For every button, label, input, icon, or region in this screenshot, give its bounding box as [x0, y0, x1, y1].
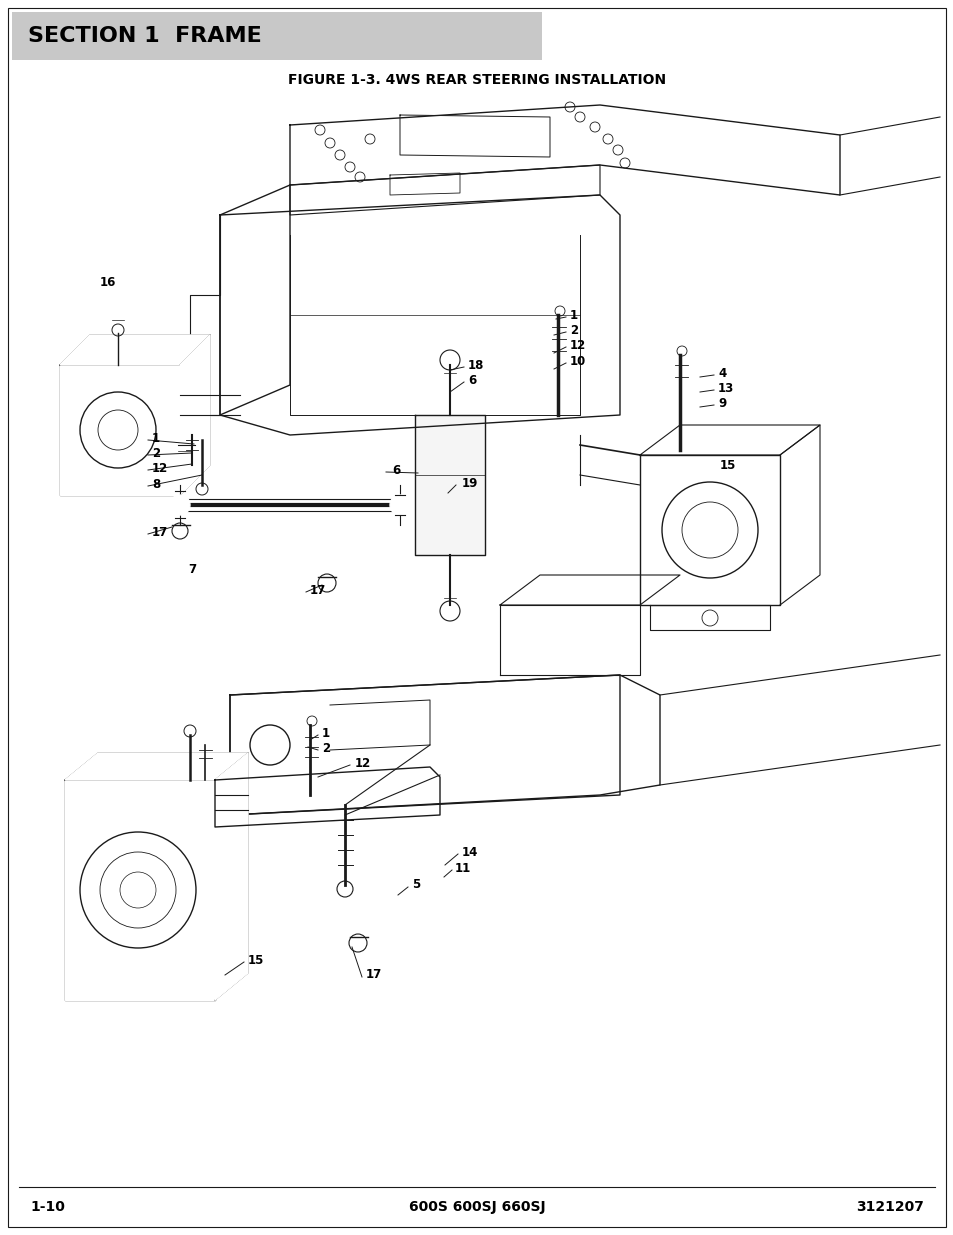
Polygon shape	[214, 753, 248, 1000]
Text: FIGURE 1-3. 4WS REAR STEERING INSTALLATION: FIGURE 1-3. 4WS REAR STEERING INSTALLATI…	[288, 73, 665, 86]
Bar	[12, 12, 541, 61]
Text: 9: 9	[718, 396, 725, 410]
Circle shape	[390, 495, 410, 515]
Text: 12: 12	[355, 757, 371, 769]
Polygon shape	[230, 676, 659, 815]
Polygon shape	[180, 499, 399, 511]
Polygon shape	[639, 454, 780, 605]
Polygon shape	[180, 335, 210, 495]
Text: 13: 13	[718, 382, 734, 394]
Text: 17: 17	[366, 968, 382, 982]
Text: 1-10: 1-10	[30, 1200, 65, 1214]
Polygon shape	[220, 185, 290, 415]
Text: 17: 17	[310, 583, 326, 597]
Text: 2: 2	[152, 447, 160, 459]
Polygon shape	[60, 366, 180, 495]
Text: 19: 19	[461, 477, 477, 489]
Text: 12: 12	[152, 462, 168, 474]
Text: 16: 16	[100, 275, 116, 289]
Text: 15: 15	[720, 458, 736, 472]
Text: 11: 11	[455, 862, 471, 874]
Text: 15: 15	[248, 953, 264, 967]
Text: 1: 1	[569, 309, 578, 321]
Text: 17: 17	[152, 526, 168, 538]
Polygon shape	[499, 605, 639, 676]
Text: SECTION 1  FRAME: SECTION 1 FRAME	[28, 26, 261, 46]
Polygon shape	[65, 753, 248, 781]
Text: 10: 10	[569, 354, 586, 368]
Text: 1: 1	[322, 726, 330, 740]
Text: 6: 6	[468, 373, 476, 387]
Polygon shape	[290, 105, 840, 195]
Text: 600S 600SJ 660SJ: 600S 600SJ 660SJ	[408, 1200, 545, 1214]
Text: 4: 4	[718, 367, 725, 379]
Text: 2: 2	[322, 741, 330, 755]
Polygon shape	[639, 425, 820, 454]
Text: 8: 8	[152, 478, 160, 490]
Polygon shape	[65, 781, 214, 1000]
Circle shape	[170, 495, 190, 515]
Text: 5: 5	[412, 878, 420, 892]
Text: 7: 7	[188, 562, 196, 576]
Polygon shape	[780, 425, 820, 605]
Text: 6: 6	[392, 463, 400, 477]
Polygon shape	[214, 767, 439, 827]
Polygon shape	[415, 415, 484, 555]
Text: 2: 2	[569, 324, 578, 336]
Text: 3121207: 3121207	[855, 1200, 923, 1214]
Text: 12: 12	[569, 338, 586, 352]
Text: 18: 18	[468, 358, 484, 372]
Polygon shape	[499, 576, 679, 605]
Text: 14: 14	[461, 846, 477, 858]
Text: 1: 1	[152, 431, 160, 445]
Polygon shape	[60, 335, 210, 366]
